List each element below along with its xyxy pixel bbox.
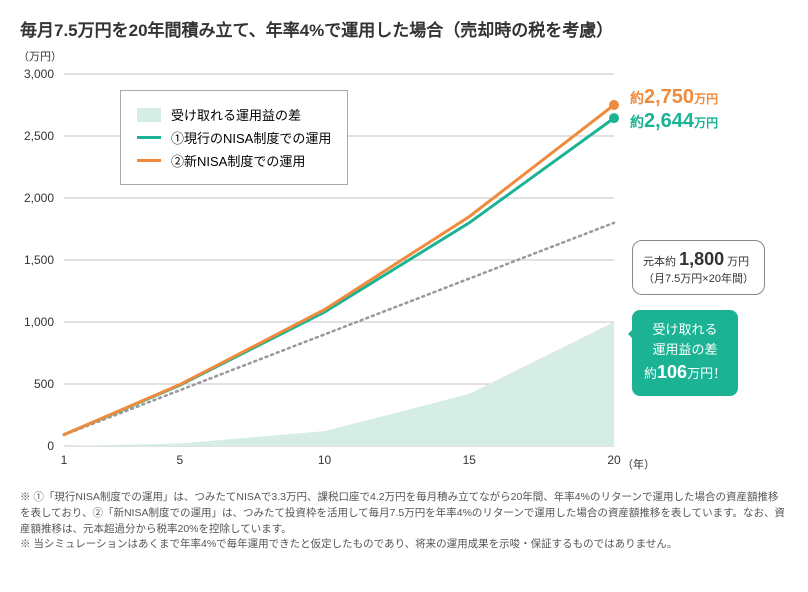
svg-text:20: 20 xyxy=(607,453,621,467)
svg-text:1: 1 xyxy=(61,453,68,467)
legend-swatch-diff xyxy=(137,108,161,122)
x-axis-unit: （年） xyxy=(622,456,655,472)
legend: 受け取れる運用益の差 ①現行のNISA制度での運用 ②新NISA制度での運用 xyxy=(120,90,348,185)
svg-text:5: 5 xyxy=(176,453,183,467)
callout-current-nisa: 約2,644万円 xyxy=(630,110,718,133)
svg-text:2,000: 2,000 xyxy=(24,191,54,205)
svg-text:1,500: 1,500 xyxy=(24,253,54,267)
footnote-1: ※ ①「現行NISA制度での運用」は、つみたてNISAで3.3万円、課税口座で4… xyxy=(20,490,788,537)
svg-text:10: 10 xyxy=(318,453,332,467)
legend-line-current xyxy=(137,136,161,139)
callout-new-nisa: 約2,750万円 xyxy=(630,86,718,109)
y-axis-unit: （万円） xyxy=(18,48,62,64)
svg-text:1,000: 1,000 xyxy=(24,315,54,329)
difference-callout: 受け取れる 運用益の差 約106万円！ xyxy=(632,310,738,396)
chart-title: 毎月7.5万円を20年間積み立て、年率4%で運用した場合（売却時の税を考慮） xyxy=(20,16,788,41)
svg-text:2,500: 2,500 xyxy=(24,129,54,143)
legend-label: 受け取れる運用益の差 xyxy=(171,105,301,124)
svg-text:3,000: 3,000 xyxy=(24,67,54,81)
footnote-2: ※ 当シミュレーションはあくまで年率4%で毎年運用できたと仮定したものであり、将… xyxy=(20,537,788,553)
svg-text:0: 0 xyxy=(47,439,54,453)
legend-item: 受け取れる運用益の差 xyxy=(137,105,331,124)
legend-label: ②新NISA制度での運用 xyxy=(171,151,305,170)
svg-text:500: 500 xyxy=(34,377,54,391)
principal-callout: 元本約 1,800 万円 （月7.5万円×20年間） xyxy=(632,240,765,295)
legend-label: ①現行のNISA制度での運用 xyxy=(171,128,331,147)
legend-item: ②新NISA制度での運用 xyxy=(137,151,331,170)
legend-line-new xyxy=(137,159,161,162)
svg-text:15: 15 xyxy=(463,453,477,467)
legend-item: ①現行のNISA制度での運用 xyxy=(137,128,331,147)
footnotes: ※ ①「現行NISA制度での運用」は、つみたてNISAで3.3万円、課税口座で4… xyxy=(20,490,788,553)
